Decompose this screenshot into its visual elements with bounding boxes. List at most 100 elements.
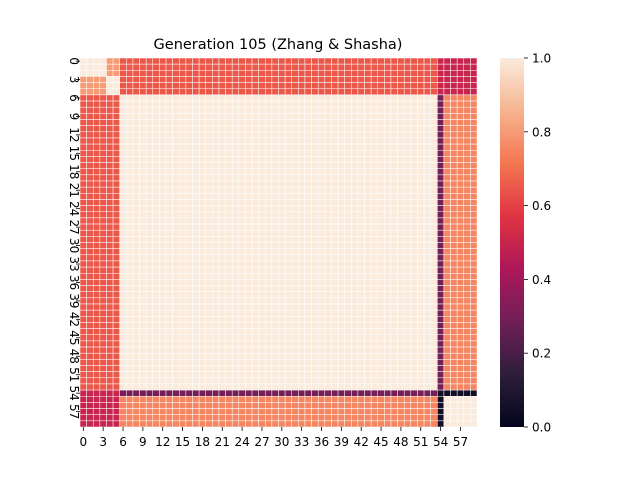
heatmap-cell bbox=[370, 365, 379, 372]
heatmap-cell bbox=[86, 346, 94, 354]
heatmap-cell bbox=[271, 316, 279, 323]
heatmap-cell bbox=[106, 297, 114, 305]
heatmap-cell bbox=[205, 217, 213, 225]
heatmap-cell bbox=[463, 346, 471, 354]
heatmap-cell bbox=[165, 316, 173, 323]
heatmap-cell bbox=[212, 297, 220, 305]
heatmap-cell bbox=[165, 260, 173, 268]
heatmap-cell bbox=[470, 414, 478, 422]
heatmap-cell bbox=[225, 94, 233, 102]
heatmap-cell bbox=[450, 156, 458, 163]
heatmap-cell bbox=[377, 352, 385, 360]
heatmap-cell bbox=[337, 359, 345, 366]
heatmap-cell bbox=[470, 205, 478, 213]
heatmap-cell bbox=[198, 389, 206, 397]
heatmap-cell bbox=[231, 199, 240, 206]
heatmap-cell bbox=[324, 260, 332, 268]
heatmap-cell bbox=[470, 186, 478, 194]
heatmap-cell bbox=[132, 383, 140, 391]
heatmap-cell bbox=[417, 229, 425, 237]
heatmap-cell bbox=[198, 106, 206, 114]
heatmap-cell bbox=[357, 88, 365, 96]
heatmap-cell bbox=[265, 217, 273, 225]
heatmap-cell bbox=[99, 205, 107, 213]
heatmap-cell bbox=[397, 156, 405, 163]
heatmap-cell bbox=[351, 285, 359, 292]
heatmap-cell bbox=[450, 88, 458, 96]
heatmap-cell bbox=[370, 291, 379, 299]
heatmap-cell bbox=[423, 365, 431, 372]
heatmap-cell bbox=[212, 352, 220, 360]
heatmap-cell bbox=[463, 297, 471, 305]
heatmap-cell bbox=[377, 248, 385, 256]
x-tick-label: 54 bbox=[433, 435, 448, 449]
heatmap-cell bbox=[152, 168, 160, 176]
heatmap-cell bbox=[456, 309, 465, 317]
heatmap-cell bbox=[324, 303, 332, 311]
heatmap-cell bbox=[331, 334, 339, 342]
heatmap-cell bbox=[132, 303, 140, 311]
heatmap-cell bbox=[443, 143, 451, 151]
heatmap-cell bbox=[205, 254, 213, 262]
heatmap-cell bbox=[245, 316, 253, 323]
heatmap-cell bbox=[417, 131, 425, 139]
heatmap-cell bbox=[225, 199, 233, 206]
heatmap-cell bbox=[443, 174, 451, 182]
heatmap-cell bbox=[165, 125, 173, 133]
heatmap-cell bbox=[192, 377, 200, 385]
heatmap-cell bbox=[304, 186, 312, 194]
heatmap-cell bbox=[377, 242, 385, 249]
heatmap-cell bbox=[218, 266, 226, 274]
heatmap-cell bbox=[423, 402, 431, 409]
heatmap-cell bbox=[364, 63, 372, 71]
heatmap-cell bbox=[119, 156, 127, 163]
heatmap-cell bbox=[245, 420, 253, 428]
heatmap-cell bbox=[324, 359, 332, 366]
heatmap-cell bbox=[304, 119, 312, 126]
heatmap-cell bbox=[390, 223, 398, 231]
heatmap-cell bbox=[456, 63, 465, 71]
heatmap-cell bbox=[417, 156, 425, 163]
heatmap-cell bbox=[351, 303, 359, 311]
heatmap-cell bbox=[165, 100, 173, 108]
heatmap-cell bbox=[357, 248, 365, 256]
heatmap-cell bbox=[218, 260, 226, 268]
heatmap-cell bbox=[192, 414, 200, 422]
heatmap-cell bbox=[364, 143, 372, 151]
heatmap-cell bbox=[86, 199, 94, 206]
heatmap-cell bbox=[132, 174, 140, 182]
heatmap-cell bbox=[456, 260, 465, 268]
heatmap-cell bbox=[265, 273, 273, 280]
heatmap-cell bbox=[331, 143, 339, 151]
heatmap-cell bbox=[192, 346, 200, 354]
heatmap-cell bbox=[443, 346, 451, 354]
heatmap-cell bbox=[291, 180, 299, 188]
heatmap-cell bbox=[410, 137, 418, 145]
x-tick-label: 42 bbox=[354, 435, 369, 449]
heatmap-cell bbox=[258, 174, 266, 182]
heatmap-cell bbox=[92, 70, 101, 77]
heatmap-cell bbox=[403, 156, 412, 163]
heatmap-cell bbox=[278, 303, 286, 311]
heatmap-cell bbox=[86, 211, 94, 219]
heatmap-cell bbox=[443, 57, 451, 65]
heatmap-cell bbox=[212, 316, 220, 323]
heatmap-cell bbox=[145, 420, 154, 428]
heatmap-cell bbox=[165, 420, 173, 428]
heatmap-cell bbox=[397, 396, 405, 403]
heatmap-cell bbox=[238, 211, 246, 219]
heatmap-cell bbox=[238, 137, 246, 145]
heatmap-cell bbox=[450, 334, 458, 342]
heatmap-cell bbox=[311, 211, 319, 219]
heatmap-cell bbox=[258, 82, 266, 89]
heatmap-cell bbox=[403, 352, 412, 360]
heatmap-cell bbox=[139, 248, 147, 256]
heatmap-cell bbox=[357, 150, 365, 157]
heatmap-cell bbox=[304, 285, 312, 292]
heatmap-cell bbox=[265, 168, 273, 176]
heatmap-cell bbox=[364, 193, 372, 200]
heatmap-cell bbox=[304, 377, 312, 385]
heatmap-cell bbox=[344, 211, 352, 219]
heatmap-cell bbox=[145, 168, 154, 176]
heatmap-cell bbox=[284, 322, 292, 329]
